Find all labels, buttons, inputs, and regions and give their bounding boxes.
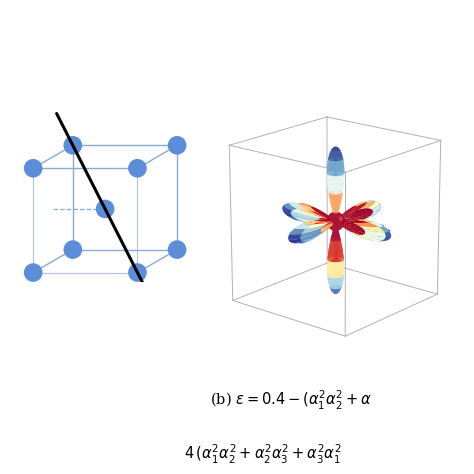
Point: [173, 246, 181, 254]
Point: [69, 246, 77, 254]
Point: [29, 269, 37, 276]
Point: [173, 142, 181, 149]
Point: [69, 142, 77, 149]
Point: [134, 269, 141, 276]
Text: (b) $\varepsilon = 0.4 - (\alpha_1^2\alpha_2^2 + \alpha$: (b) $\varepsilon = 0.4 - (\alpha_1^2\alp…: [210, 389, 372, 412]
Point: [29, 164, 37, 172]
Point: [134, 164, 141, 172]
Point: [101, 205, 109, 213]
Text: $4\,(\alpha_1^2\alpha_2^2 + \alpha_2^2\alpha_3^2 + \alpha_3^2\alpha_1^2$: $4\,(\alpha_1^2\alpha_2^2 + \alpha_2^2\a…: [184, 443, 342, 466]
